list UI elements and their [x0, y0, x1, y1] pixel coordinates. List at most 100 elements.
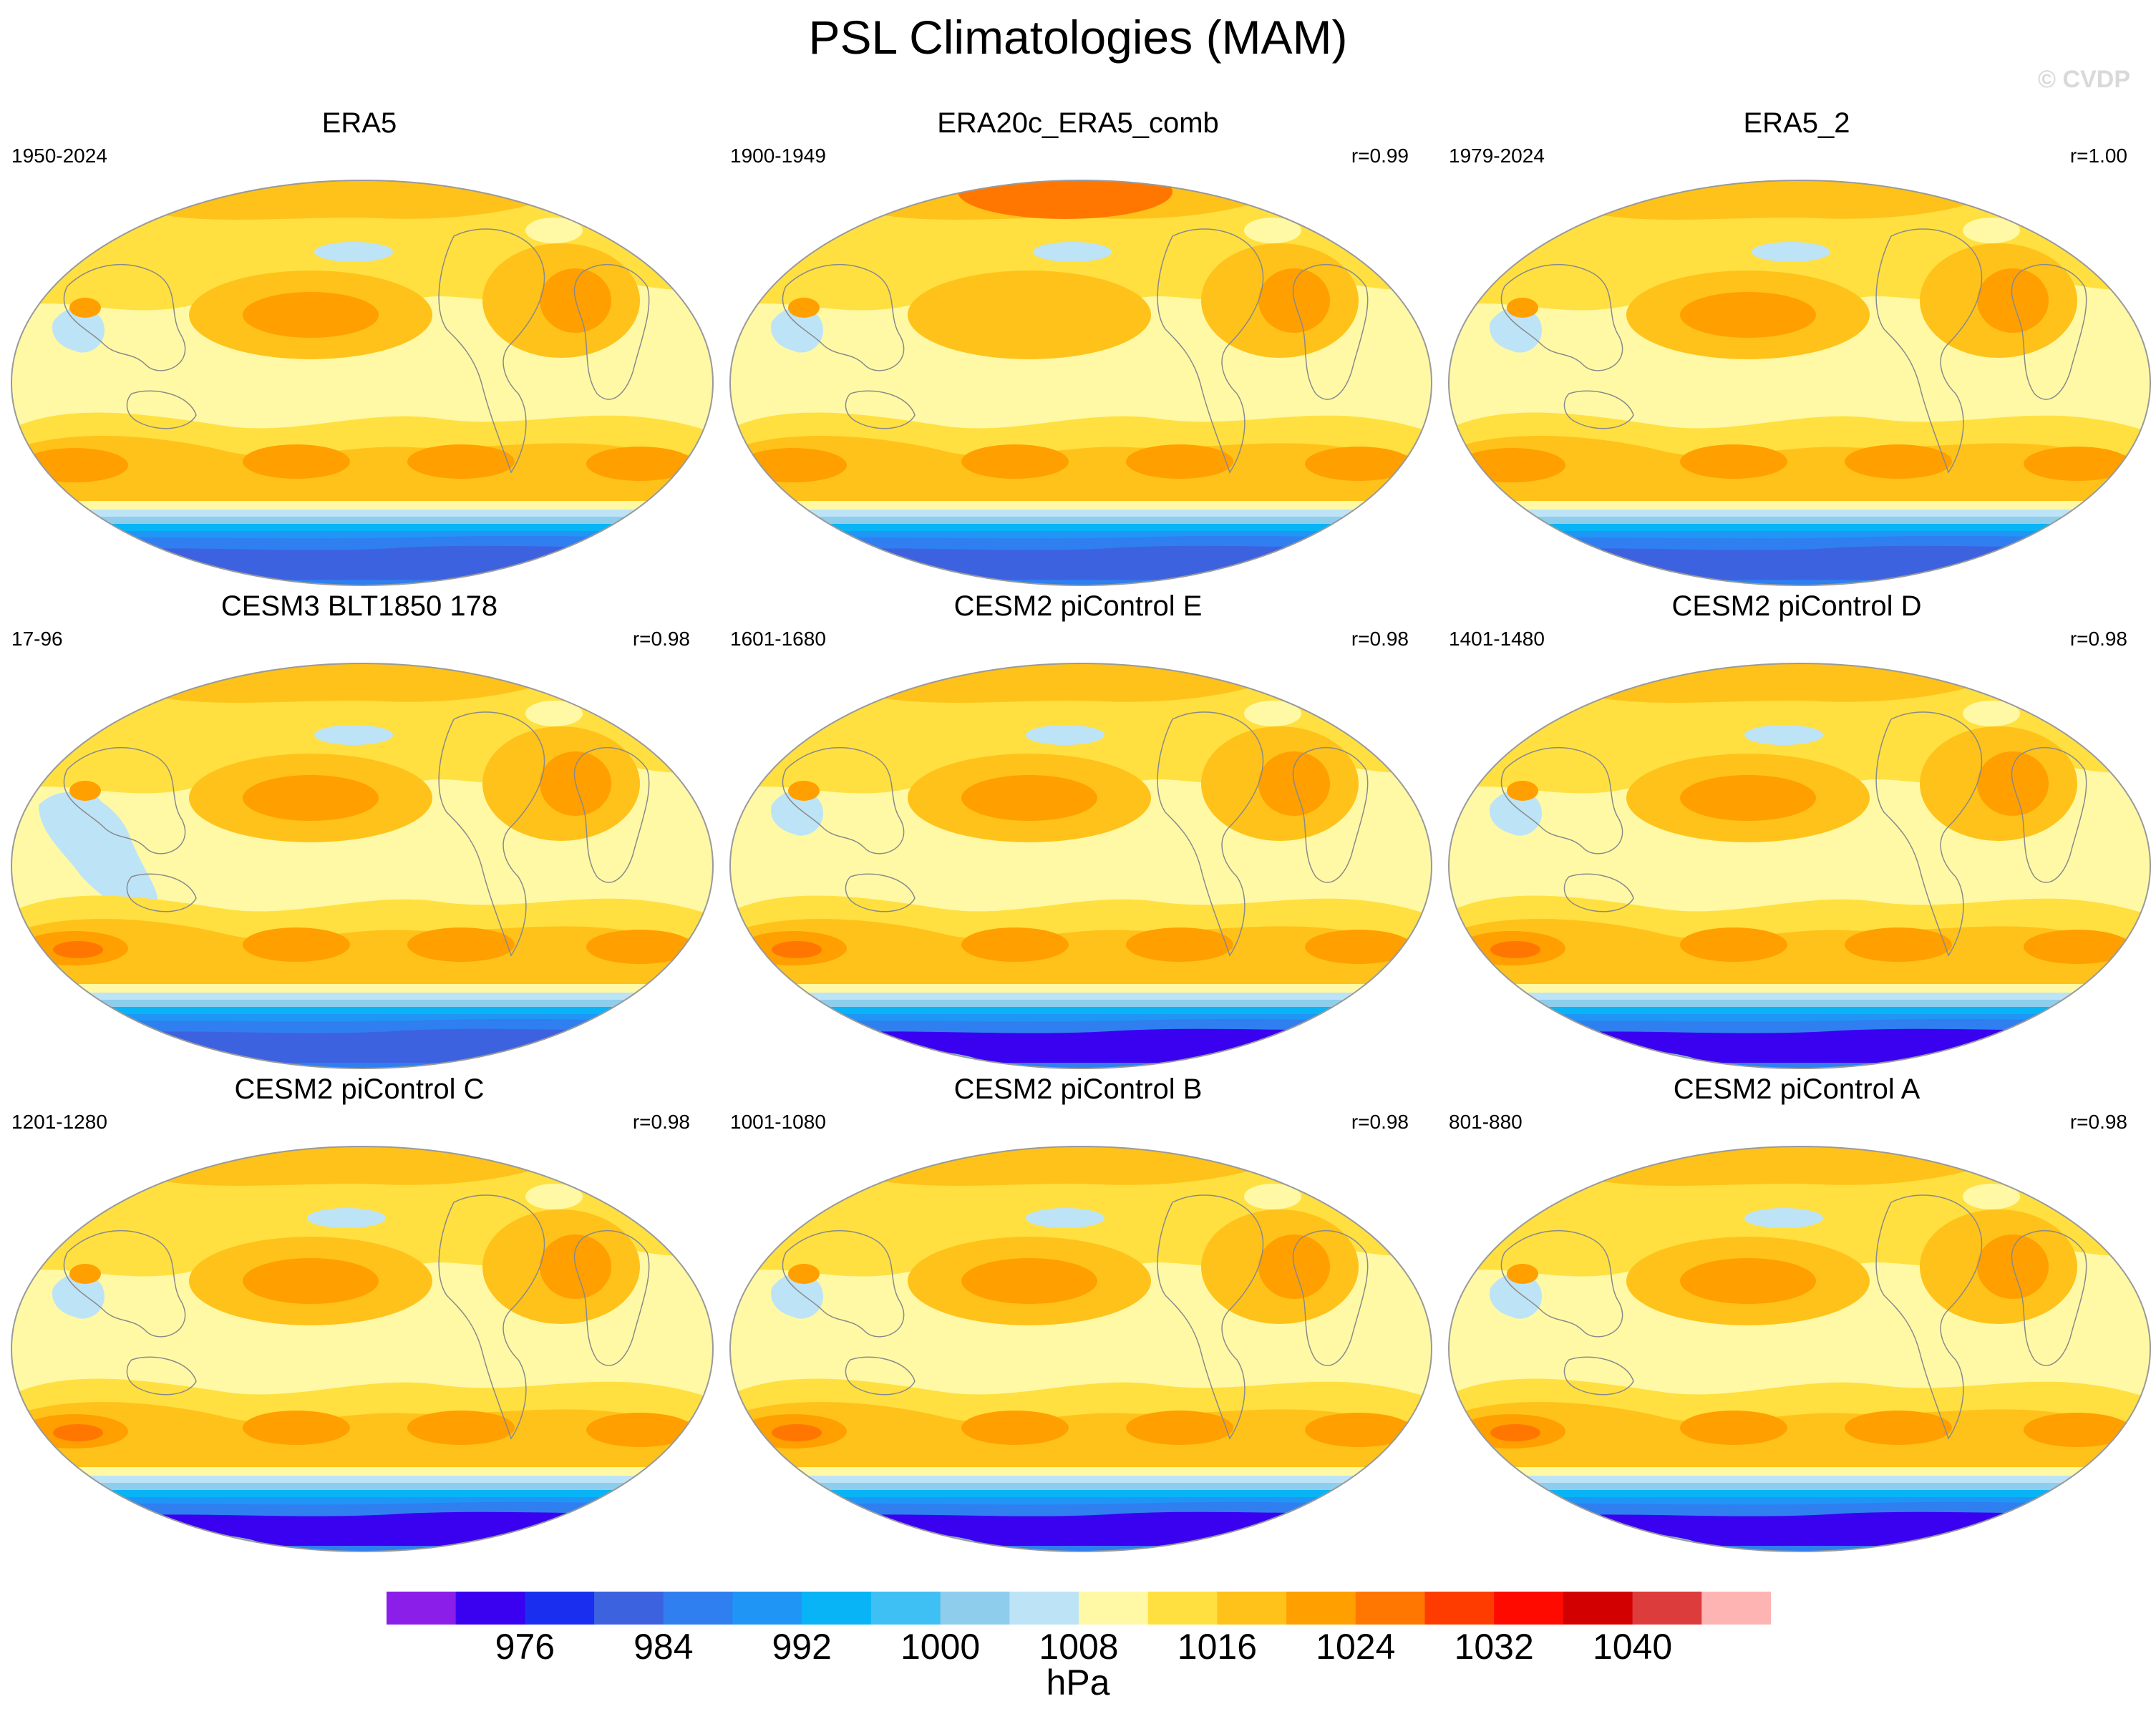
pressure-contour-south-high-1: [243, 927, 350, 962]
map-outline: [1448, 1146, 2151, 1552]
pressure-contour-aleutian-low: [1744, 1208, 1823, 1228]
pressure-contour-asian-low: [1490, 1273, 1542, 1319]
panel-years: 1950-2024: [11, 145, 107, 167]
colorbar-tick-label: 1016: [1177, 1627, 1258, 1667]
colorbar-swatch: [1286, 1592, 1356, 1625]
coastline-3: [1292, 746, 1369, 883]
panel-correlation: r=0.98: [2069, 628, 2127, 650]
colorbar-swatch: [1355, 1592, 1425, 1625]
units-label: hPa: [1046, 1662, 1110, 1703]
pressure-contour-south-1020-band: [11, 1402, 713, 1467]
panel-correlation: r=1.00: [2069, 145, 2127, 167]
colorbar-tick-label: 1008: [1039, 1627, 1119, 1667]
colorbar-swatch: [1217, 1592, 1287, 1625]
panel-correlation: r=0.98: [632, 628, 690, 650]
map-outline: [729, 663, 1432, 1069]
panel-years: 1401-1480: [1449, 628, 1545, 650]
pressure-contour-south-high-2: [1845, 444, 1952, 479]
colorbar-swatch: [1147, 1592, 1218, 1625]
colorbar-swatch: [663, 1592, 733, 1625]
coastline-1: [126, 1356, 197, 1396]
psl-map: [11, 663, 714, 1069]
coastline-0: [782, 1229, 905, 1338]
panel-correlation: r=0.99: [1351, 145, 1409, 167]
panel-title: ERA5_2: [1743, 107, 1850, 139]
figure-title: PSL Climatologies (MAM): [808, 11, 1348, 64]
colorbar-swatch: [525, 1592, 595, 1625]
pressure-contour-south-high-1: [961, 444, 1069, 479]
coastline-3: [2011, 263, 2087, 400]
colorbar-swatch: [732, 1592, 802, 1625]
coastline-1: [845, 390, 916, 429]
pressure-contour-arctic-high-1028: [958, 180, 1172, 219]
pressure-contour-south-1020-band: [1449, 1402, 2150, 1467]
colorbar-swatch: [1632, 1592, 1702, 1625]
colorbar-swatch: [387, 1592, 457, 1625]
pressure-contour-aleutian-low: [1752, 242, 1830, 262]
pressure-contour-icelandic-low: [525, 218, 583, 243]
pressure-contour-pacific-high-1024: [1680, 292, 1816, 338]
pressure-contour-south-high-1: [243, 444, 350, 479]
pressure-contour-icelandic-low: [1244, 1184, 1301, 1209]
coastline-3: [1292, 263, 1369, 400]
coastline-2: [1875, 711, 1983, 957]
pressure-contour-pacific-high-1024: [1680, 775, 1816, 821]
pressure-contour-south-high-1: [1680, 927, 1787, 962]
pressure-contour-pacific-high-1024: [961, 775, 1097, 821]
pressure-contour-antarctic-high-core: [1594, 565, 1630, 577]
pressure-contour-sub-984: [1519, 1028, 2150, 1063]
coastline-3: [573, 1229, 650, 1366]
pressure-contour-south-high-3: [586, 930, 694, 964]
pressure-contour-icelandic-low: [1244, 218, 1301, 243]
psl-map: [729, 180, 1432, 586]
pressure-contour-south-high-1028: [772, 941, 822, 958]
pressure-contour-south-1020-band: [11, 919, 713, 984]
coastline-1: [1563, 390, 1634, 429]
pressure-contour-asian-low: [771, 1273, 823, 1319]
pressure-contour-south-high-3: [2024, 930, 2131, 964]
pressure-contour-south-high-3: [2024, 1413, 2131, 1447]
pressure-contour-south-high-0: [739, 448, 847, 482]
pressure-contour-south-high-1: [961, 927, 1069, 962]
panel-title: CESM3 BLT1850 178: [220, 590, 498, 622]
coastline-2: [438, 228, 545, 474]
pressure-contour-pacific-high-1024: [961, 1258, 1097, 1304]
colorbar-swatch: [1079, 1592, 1149, 1625]
colorbar-swatch: [802, 1592, 872, 1625]
coastline-1: [126, 390, 197, 429]
pressure-contour-south-1020-band: [11, 436, 713, 501]
pressure-contour-south-high-2: [1126, 1411, 1233, 1445]
psl-map: [1448, 1146, 2151, 1552]
colorbar-tick-label: 1032: [1454, 1627, 1534, 1667]
pressure-contour-pacific-high-1024: [243, 775, 379, 821]
panel-title: CESM2 piControl E: [953, 590, 1203, 622]
coastline-0: [782, 263, 905, 371]
pressure-contour-south-high-2: [1845, 927, 1952, 962]
map-outline: [729, 180, 1432, 586]
pressure-contour-antarctic-high: [103, 1048, 231, 1068]
panel-correlation: r=0.98: [1351, 1111, 1409, 1133]
panel-years: 1601-1680: [730, 628, 826, 650]
pressure-contour-asian-low: [771, 790, 823, 836]
pressure-contour-tibetan-high: [69, 298, 101, 318]
pressure-contour-south-1020-band: [730, 919, 1432, 984]
pressure-contour-south-high-3: [586, 447, 694, 481]
colorbar-tick-label: 992: [772, 1627, 832, 1667]
pressure-contour-tibetan-high: [788, 298, 820, 318]
coastline-0: [63, 1229, 186, 1338]
panel-correlation: r=0.98: [2069, 1111, 2127, 1133]
coastline-2: [438, 711, 545, 957]
coastline-3: [1292, 1229, 1369, 1366]
pressure-contour-asian-low: [52, 1273, 105, 1319]
pressure-contour-pacific-high-1024: [243, 292, 379, 338]
pressure-contour-tibetan-high: [1507, 781, 1538, 801]
coastline-0: [1500, 746, 1623, 854]
coastline-1: [1563, 1356, 1634, 1396]
coastline-3: [2011, 1229, 2087, 1366]
pressure-contour-tibetan-high: [1507, 298, 1538, 318]
psl-map: [729, 1146, 1432, 1552]
colorbar-tick-label: 976: [495, 1627, 555, 1667]
pressure-contour-sub-984: [1519, 545, 2150, 580]
pressure-contour-antarctic-high-core: [157, 565, 193, 577]
panel-years: 1201-1280: [11, 1111, 107, 1133]
